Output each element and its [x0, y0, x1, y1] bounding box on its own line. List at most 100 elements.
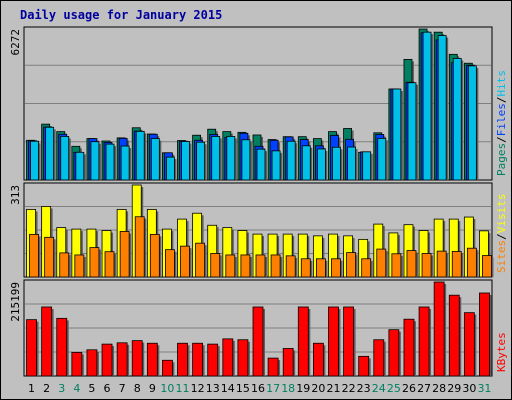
kbytes-bar	[463, 312, 475, 377]
hits-bar	[392, 88, 402, 181]
day-label: 23	[357, 382, 371, 395]
hits-bar	[166, 156, 175, 181]
hits-bar	[437, 35, 447, 181]
day-label: 9	[149, 382, 156, 395]
hits-bar	[316, 148, 326, 181]
hits-bar	[301, 145, 311, 181]
kbytes-bar	[146, 342, 158, 377]
legend-hits: Hits	[495, 70, 508, 97]
kbytes-bar	[26, 319, 37, 377]
kbytes-bar	[162, 359, 173, 377]
sites-bar	[195, 242, 206, 278]
hits-bar	[135, 130, 145, 181]
kbytes-bar	[373, 339, 385, 377]
kbytes-bar	[101, 343, 113, 377]
kbytes-bar	[71, 352, 83, 377]
hits-bar	[362, 151, 372, 181]
day-label: 3	[58, 382, 65, 395]
legend-sites: Sites	[495, 240, 508, 273]
day-label: 28	[432, 382, 446, 395]
sites-bar	[74, 254, 85, 278]
day-label: 8	[134, 382, 141, 395]
day-label: 1	[28, 382, 35, 395]
day-label: 12	[191, 382, 205, 395]
kbytes-bar	[116, 342, 128, 377]
kbytes-bar	[448, 294, 460, 377]
kbytes-bar	[267, 357, 279, 377]
kbytes-bar	[479, 292, 490, 377]
sites-bar	[466, 247, 477, 278]
day-label: 10	[160, 382, 174, 395]
kbytes-bar	[388, 329, 400, 377]
top-ymax-label: 6272	[9, 29, 22, 56]
day-label: 14	[221, 382, 235, 395]
hits-bar	[407, 82, 417, 181]
hits-bar	[286, 140, 296, 181]
hits-bar	[377, 137, 387, 181]
legend-kbytes: KBytes	[495, 332, 508, 372]
kbytes-bar	[297, 306, 309, 377]
sites-bar	[165, 249, 175, 278]
hits-bar	[452, 58, 462, 181]
hits-bar	[241, 139, 251, 181]
hits-bar	[30, 140, 39, 181]
kbytes-bar	[252, 306, 264, 377]
hits-bar	[75, 151, 85, 181]
hits-bar	[120, 145, 130, 181]
kbytes-bar	[328, 306, 339, 377]
legend-pages: Pages	[495, 143, 508, 176]
sites-bar	[59, 252, 70, 278]
hits-bar	[45, 126, 55, 181]
sites-bar	[89, 247, 100, 278]
middle-legend-label: Sites/Visits	[495, 194, 508, 274]
kbytes-bar	[433, 281, 445, 377]
day-label: 27	[417, 382, 431, 395]
legend-separator: /	[495, 233, 508, 240]
sites-bar	[300, 258, 311, 278]
legend-separator: /	[495, 136, 508, 143]
hits-bar	[150, 138, 160, 181]
day-label: 7	[119, 382, 126, 395]
day-label: 21	[326, 382, 340, 395]
day-label: 25	[387, 382, 401, 395]
kbytes-bar	[207, 343, 219, 377]
sites-bar	[180, 245, 190, 278]
hits-bar	[211, 136, 221, 181]
hits-bar	[347, 146, 356, 181]
bottom-ymax-label: 215199	[9, 282, 22, 322]
sites-bar	[315, 258, 326, 278]
sites-bar	[149, 233, 160, 278]
sites-bar	[482, 255, 492, 278]
sites-bar	[331, 258, 341, 278]
kbytes-bar	[403, 318, 415, 377]
kbytes-bar	[41, 306, 53, 377]
sites-bar	[421, 253, 432, 278]
sites-bar	[29, 233, 39, 278]
hits-bar	[226, 136, 236, 181]
sites-bar	[361, 258, 372, 278]
day-label: 18	[281, 382, 295, 395]
sites-bar	[119, 231, 130, 278]
sites-bar	[406, 250, 417, 278]
sites-bar	[104, 251, 115, 278]
legend-separator: /	[495, 97, 508, 104]
day-label: 2	[43, 382, 50, 395]
day-label: 6	[104, 382, 111, 395]
top-legend-label: Pages/Files/Hits	[495, 70, 508, 176]
sites-bar	[391, 253, 402, 278]
kbytes-bar	[358, 355, 370, 377]
day-label: 22	[342, 382, 356, 395]
day-label: 11	[176, 382, 190, 395]
kbytes-bar	[237, 339, 249, 377]
kbytes-bar	[131, 340, 143, 377]
day-label: 17	[266, 382, 280, 395]
chart-title: Daily usage for January 2015	[20, 8, 223, 22]
hits-bar	[60, 136, 70, 181]
kbytes-bar	[312, 342, 324, 377]
middle-ymax-label: 313	[9, 185, 22, 205]
sites-bar	[225, 254, 236, 278]
hits-bar	[90, 141, 100, 181]
sites-bar	[134, 216, 145, 278]
legend-visits: Visits	[495, 194, 508, 234]
kbytes-bar	[192, 342, 204, 377]
